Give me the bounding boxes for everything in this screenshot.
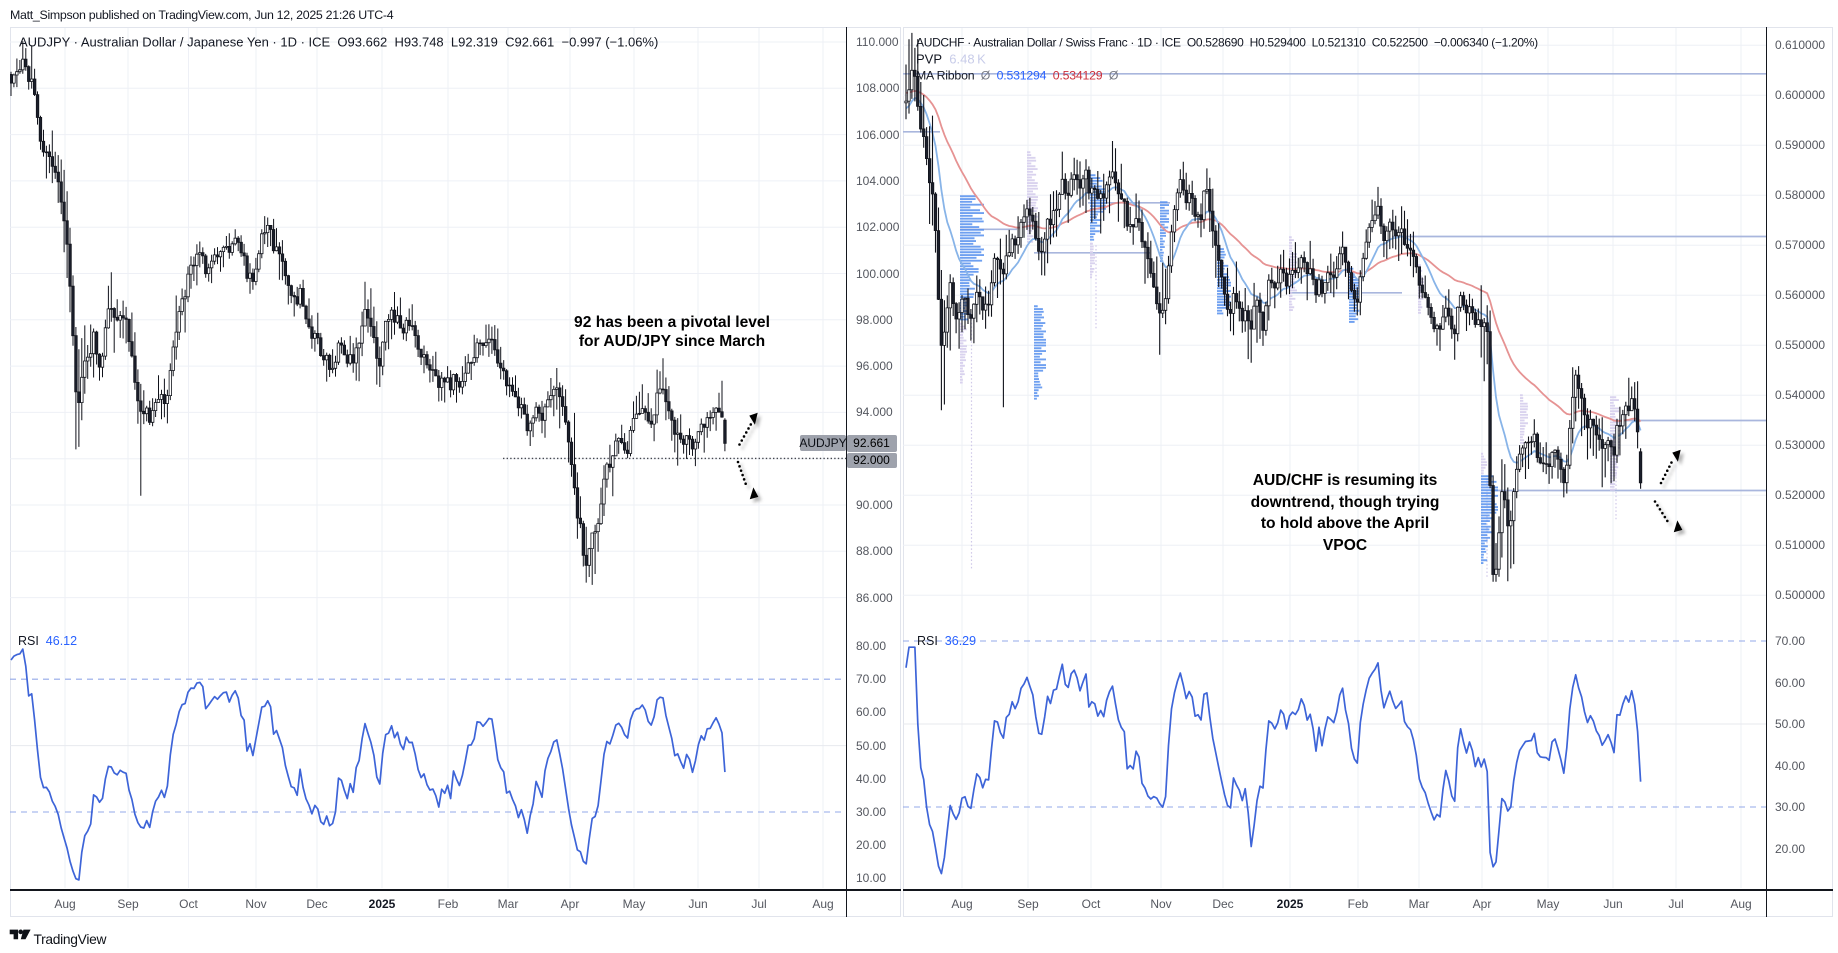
svg-text:TradingView: TradingView <box>34 932 107 947</box>
